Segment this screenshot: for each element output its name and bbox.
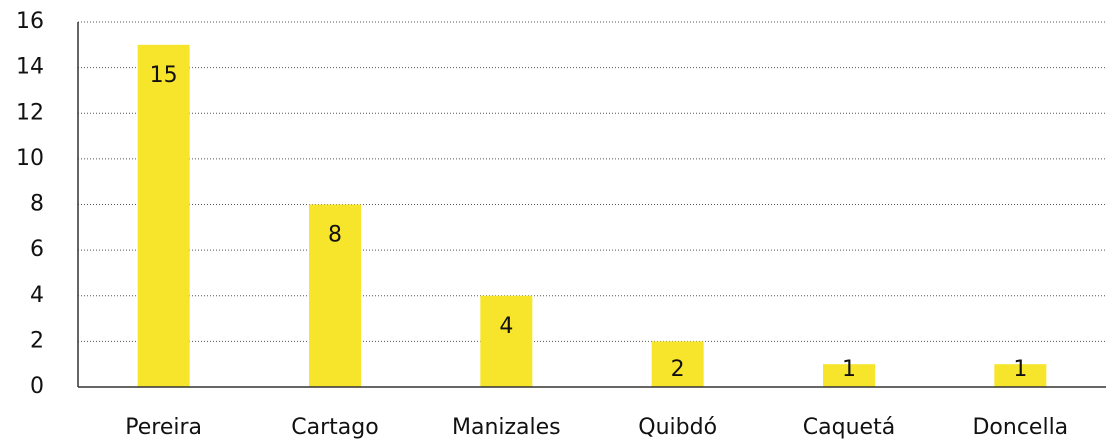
x-tick-label: Cartago — [291, 415, 378, 440]
data-label: 1 — [1013, 357, 1027, 382]
data-label: 8 — [328, 223, 342, 248]
y-tick-label: 0 — [30, 374, 44, 399]
y-tick-label: 10 — [16, 146, 44, 171]
y-tick-label: 2 — [30, 328, 44, 353]
data-label: 4 — [499, 314, 513, 339]
bar — [480, 295, 533, 387]
y-tick-label: 8 — [30, 192, 44, 217]
y-tick-label: 12 — [16, 100, 44, 125]
bar — [137, 44, 190, 387]
data-label: 2 — [671, 357, 685, 382]
y-tick-label: 14 — [16, 55, 44, 80]
x-tick-label: Doncella — [972, 415, 1068, 440]
y-tick-label: 4 — [30, 283, 44, 308]
data-label: 15 — [150, 63, 178, 88]
x-tick-label: Caquetá — [803, 415, 895, 440]
bar — [651, 341, 704, 387]
x-tick-label: Quibdó — [638, 415, 717, 440]
x-tick-label: Pereira — [125, 415, 202, 440]
x-tick-label: Manizales — [452, 415, 561, 440]
y-tick-label: 6 — [30, 237, 44, 262]
bar — [994, 364, 1047, 387]
bar — [823, 364, 875, 387]
data-label: 1 — [842, 357, 856, 382]
y-tick-label: 16 — [16, 9, 44, 34]
bar — [309, 204, 361, 387]
